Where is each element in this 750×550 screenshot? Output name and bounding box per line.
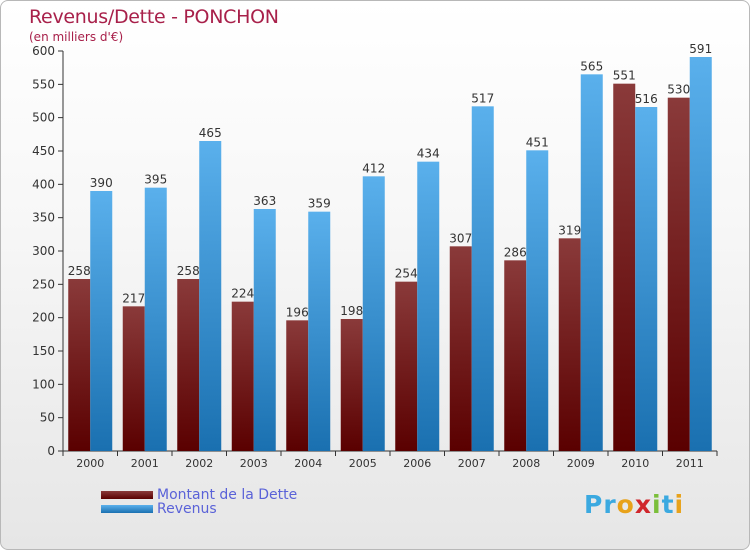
x-tick-label: 2005 [349, 457, 377, 470]
data-label-dette: 286 [504, 245, 527, 259]
y-tick-label: 100 [32, 377, 55, 391]
data-label-revenus: 412 [362, 161, 385, 175]
data-label-dette: 551 [613, 69, 636, 83]
y-tick-label: 500 [32, 111, 55, 125]
legend-label-revenus: Revenus [157, 501, 217, 517]
data-label-dette: 198 [340, 304, 363, 318]
logo-letter: r [603, 490, 617, 519]
bar-dette [449, 246, 472, 451]
legend-label-dette: Montant de la Dette [157, 487, 298, 503]
bar-dette [122, 306, 145, 451]
data-label-revenus: 363 [253, 194, 276, 208]
y-tick-label: 400 [32, 177, 55, 191]
proxiti-logo: Proxiti [584, 490, 684, 519]
x-tick-label: 2008 [512, 457, 540, 470]
data-label-revenus: 517 [471, 91, 494, 105]
bar-dette [667, 97, 690, 452]
x-tick-label: 2010 [621, 457, 649, 470]
data-label-revenus: 516 [635, 92, 658, 106]
logo-letter: P [584, 490, 604, 519]
bar-revenus [635, 107, 658, 451]
y-tick-label: 200 [32, 311, 55, 325]
y-tick-label: 300 [32, 244, 55, 258]
data-label-dette: 307 [449, 231, 472, 245]
data-label-revenus: 359 [308, 197, 331, 211]
chart-subtitle: (en milliers d'€) [29, 30, 124, 44]
logo-letter: o [616, 490, 635, 519]
bar-revenus [526, 150, 549, 452]
logo-letter: x [634, 490, 652, 519]
bar-dette [286, 320, 309, 451]
y-tick-label: 150 [32, 344, 55, 358]
bar-revenus [90, 191, 113, 451]
y-tick-label: 0 [47, 444, 55, 458]
y-tick-label: 550 [32, 77, 55, 91]
bar-dette [68, 279, 91, 451]
data-label-revenus: 395 [144, 173, 167, 187]
chart-title: Revenus/Dette - PONCHON [29, 6, 279, 28]
logo-letter: i [652, 490, 662, 519]
data-label-revenus: 390 [90, 176, 113, 190]
data-label-dette: 530 [667, 83, 690, 97]
x-tick-label: 2000 [76, 457, 104, 470]
bar-revenus [417, 161, 440, 451]
bar-revenus [308, 211, 331, 451]
legend-item-dette: Montant de la Dette [101, 488, 297, 502]
data-label-dette: 217 [122, 291, 145, 305]
data-label-dette: 258 [68, 264, 91, 278]
chart-legend: Montant de la Dette Revenus [101, 488, 297, 516]
y-tick-label: 600 [32, 44, 55, 58]
x-tick-label: 2009 [567, 457, 595, 470]
bar-revenus [471, 106, 494, 451]
logo-letter: t [661, 490, 675, 519]
bar-revenus [580, 74, 603, 451]
legend-item-revenus: Revenus [101, 502, 297, 516]
x-tick-label: 2003 [240, 457, 268, 470]
bar-dette [395, 281, 418, 451]
data-label-revenus: 465 [199, 126, 222, 140]
bar-dette [504, 260, 527, 451]
y-tick-label: 350 [32, 211, 55, 225]
bar-dette [177, 279, 200, 451]
bar-dette [340, 319, 363, 451]
bar-dette [613, 83, 636, 452]
data-label-dette: 196 [286, 305, 309, 319]
data-label-dette: 224 [231, 287, 254, 301]
bar-dette [231, 301, 254, 451]
bar-revenus [689, 57, 712, 451]
x-tick-label: 2006 [403, 457, 431, 470]
data-label-dette: 258 [177, 264, 200, 278]
data-label-revenus: 565 [580, 59, 603, 73]
data-label-dette: 319 [558, 223, 581, 237]
data-label-revenus: 434 [417, 147, 440, 161]
bar-revenus [144, 187, 167, 451]
x-tick-label: 2004 [294, 457, 322, 470]
bar-revenus [199, 141, 222, 451]
legend-swatch-revenus [101, 505, 153, 513]
y-tick-label: 50 [40, 411, 55, 425]
bar-revenus [253, 209, 276, 451]
x-tick-label: 2007 [458, 457, 486, 470]
data-label-dette: 254 [395, 267, 418, 281]
logo-letter: i [674, 490, 685, 519]
y-tick-label: 250 [32, 277, 55, 291]
y-tick-label: 450 [32, 144, 55, 158]
legend-swatch-dette [101, 491, 153, 499]
bar-revenus [362, 176, 385, 452]
data-label-revenus: 591 [689, 42, 712, 56]
bar-dette [558, 238, 581, 451]
x-tick-label: 2011 [676, 457, 704, 470]
x-tick-label: 2001 [131, 457, 159, 470]
data-label-revenus: 451 [526, 135, 549, 149]
x-tick-label: 2002 [185, 457, 213, 470]
